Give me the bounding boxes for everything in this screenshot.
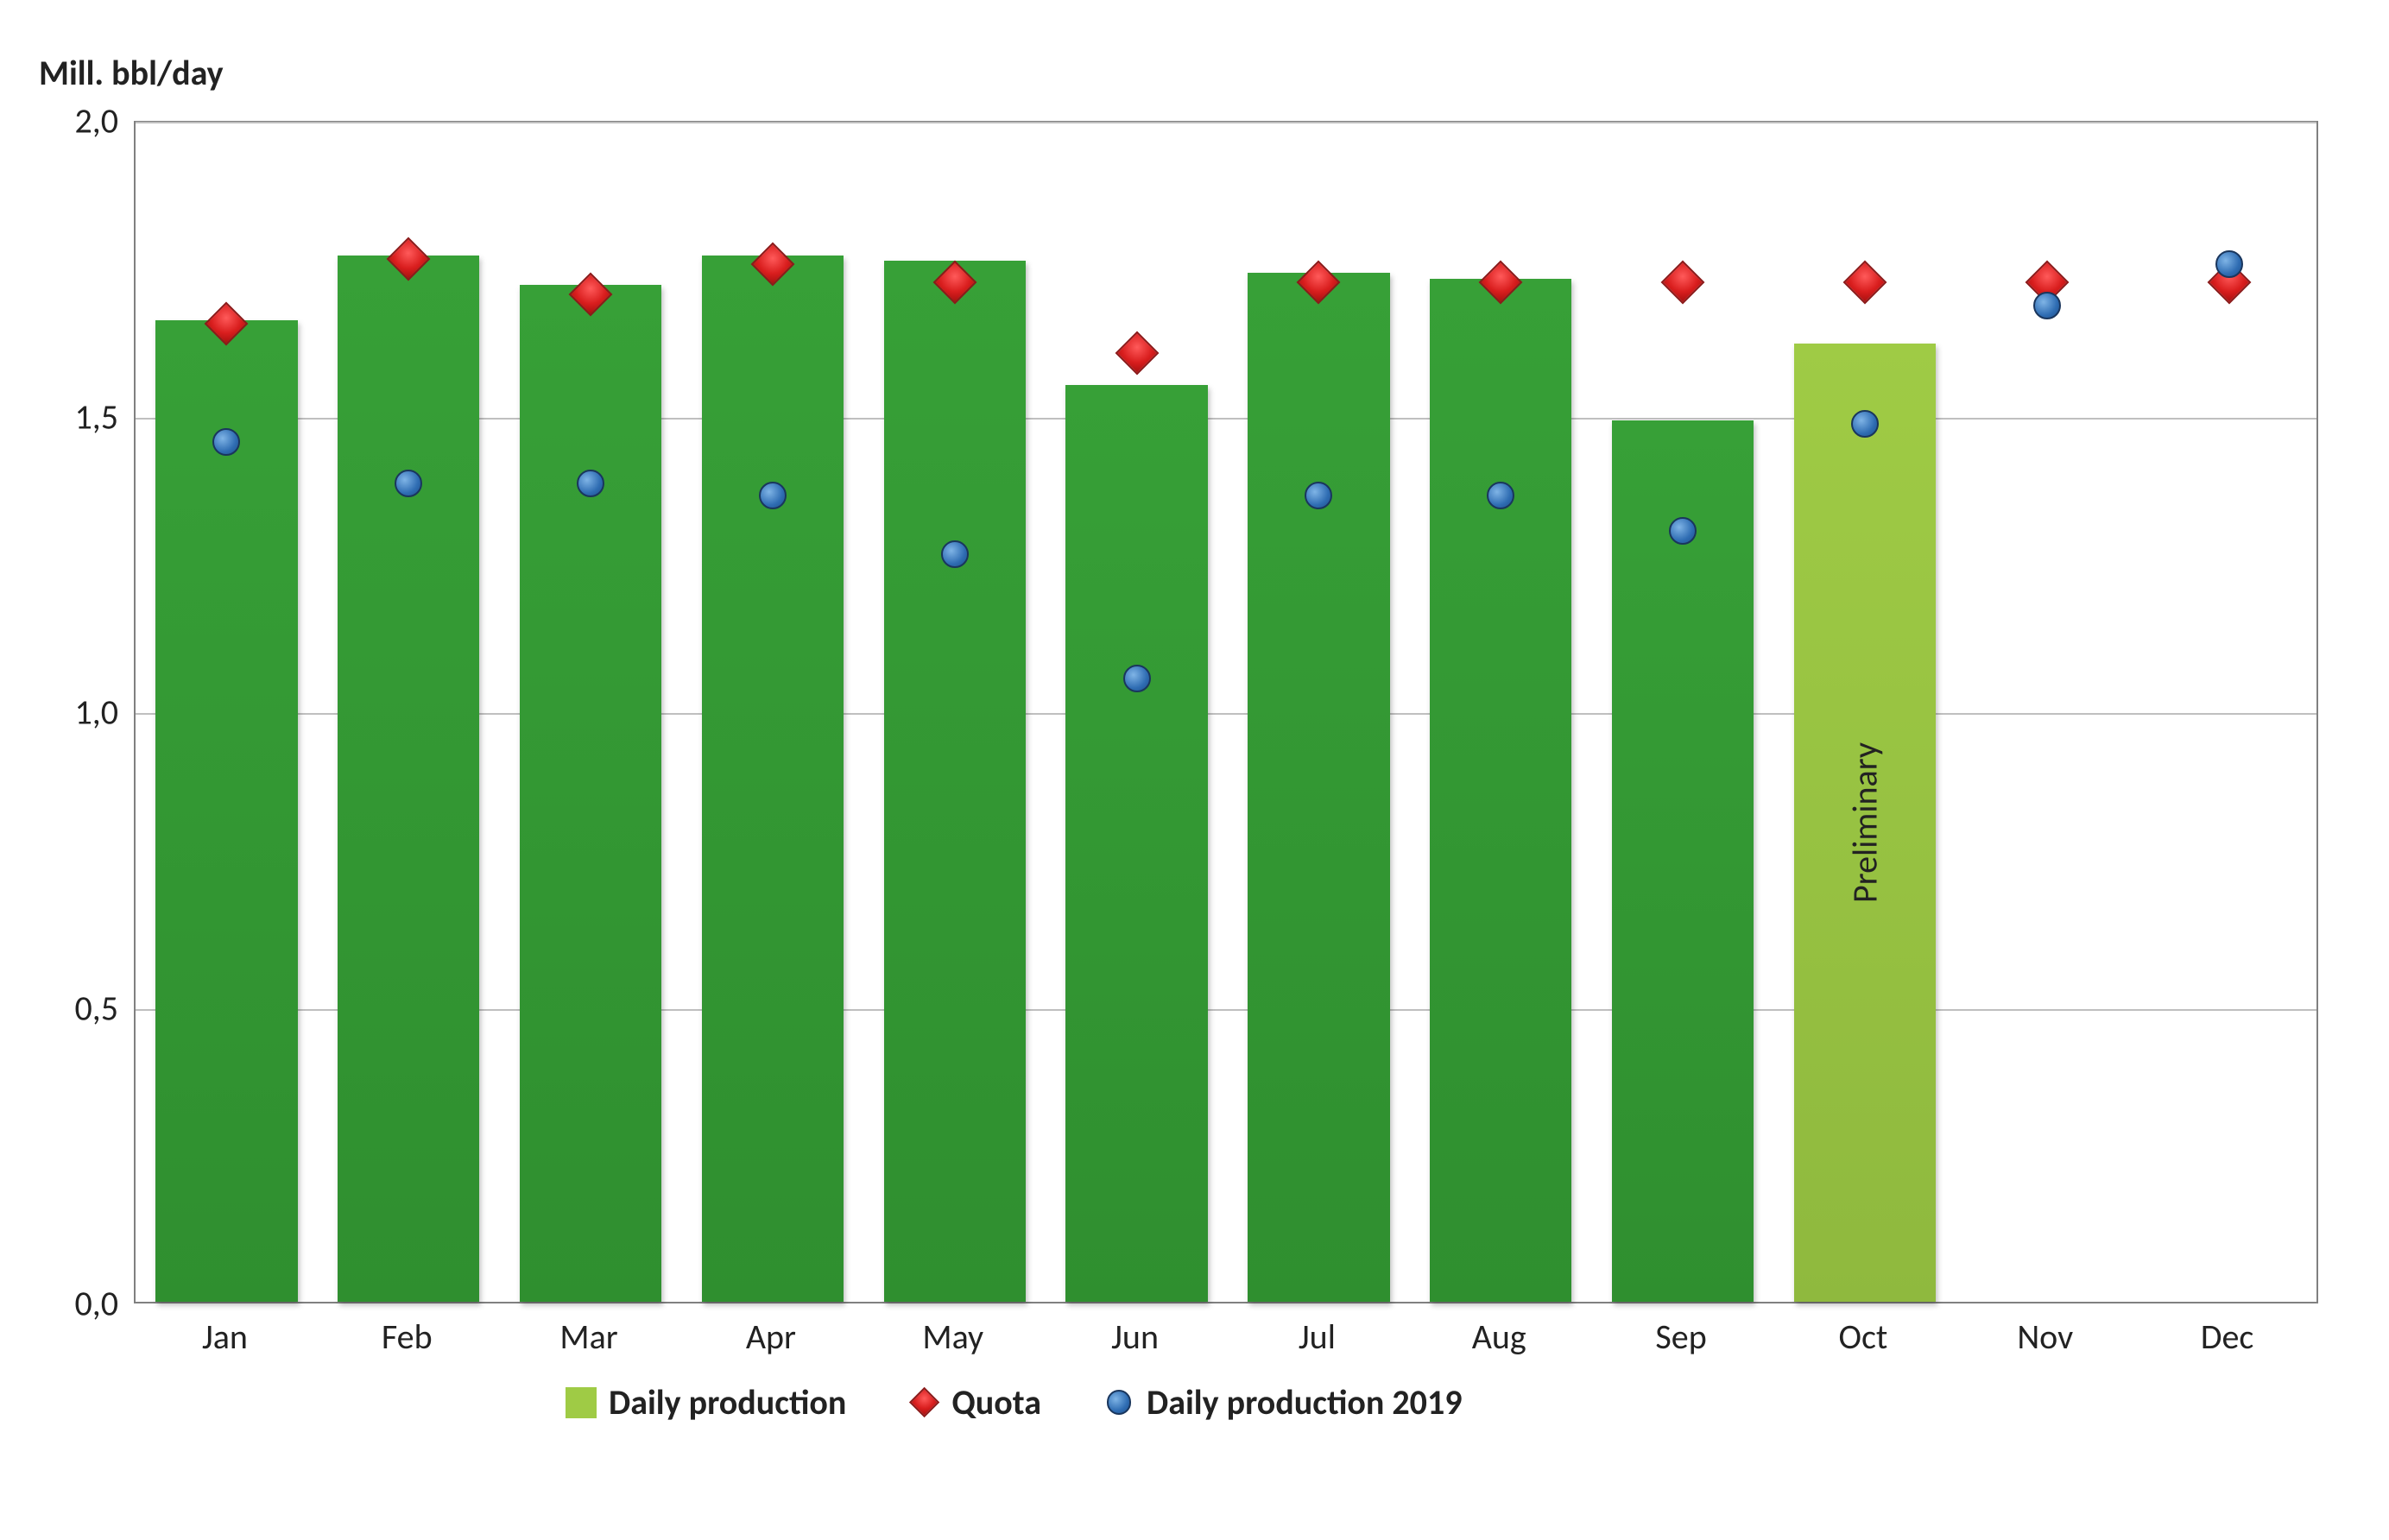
x-tick-label: Jul bbox=[1299, 1316, 1336, 1358]
legend-label: Daily production 2019 bbox=[1147, 1381, 1463, 1423]
quota-marker bbox=[1849, 267, 1880, 298]
daily-2019-marker bbox=[395, 470, 422, 497]
x-tick-label: Mar bbox=[559, 1316, 617, 1358]
daily-2019-marker bbox=[941, 540, 969, 568]
bar bbox=[338, 256, 479, 1302]
daily-2019-marker bbox=[759, 482, 787, 509]
bar bbox=[1065, 385, 1207, 1302]
x-tick-label: Aug bbox=[1472, 1316, 1526, 1358]
legend-item: Daily production bbox=[566, 1381, 846, 1423]
daily-2019-marker bbox=[1851, 410, 1879, 438]
plot-area: Preliminary bbox=[134, 121, 2318, 1303]
y-tick-label: 0,0 bbox=[23, 1283, 118, 1325]
quota-marker bbox=[393, 243, 424, 275]
bar bbox=[520, 285, 661, 1302]
bar bbox=[1248, 273, 1389, 1302]
x-tick-label: Nov bbox=[2017, 1316, 2073, 1358]
daily-2019-marker bbox=[2033, 292, 2061, 319]
legend-item: Daily production 2019 bbox=[1103, 1381, 1463, 1423]
x-tick-label: Oct bbox=[1839, 1316, 1888, 1358]
bar bbox=[155, 320, 297, 1302]
legend: Daily production Quota Daily production 20… bbox=[566, 1381, 1463, 1423]
bar bbox=[702, 256, 844, 1302]
preliminary-label: Preliminary bbox=[1843, 742, 1886, 903]
bar-preliminary: Preliminary bbox=[1794, 344, 1936, 1302]
legend-marker-diamond bbox=[908, 1387, 939, 1418]
x-tick-label: Jun bbox=[1111, 1316, 1159, 1358]
quota-marker bbox=[211, 308, 242, 339]
daily-2019-marker bbox=[2215, 250, 2243, 278]
y-tick-label: 1,5 bbox=[23, 395, 118, 438]
daily-2019-marker bbox=[1123, 665, 1151, 692]
x-tick-label: Sep bbox=[1655, 1316, 1706, 1358]
bar bbox=[1430, 279, 1571, 1302]
bar bbox=[1612, 420, 1754, 1302]
quota-marker bbox=[1485, 267, 1516, 298]
legend-item: Quota bbox=[908, 1381, 1041, 1423]
x-tick-label: May bbox=[922, 1316, 983, 1358]
quota-marker bbox=[1667, 267, 1698, 298]
x-tick-label: Dec bbox=[2201, 1316, 2253, 1358]
quota-marker bbox=[1122, 338, 1153, 369]
y-tick-label: 2,0 bbox=[23, 100, 118, 142]
quota-marker bbox=[575, 279, 606, 310]
daily-2019-marker bbox=[1305, 482, 1332, 509]
quota-marker bbox=[757, 249, 788, 280]
daily-2019-marker bbox=[1669, 517, 1697, 545]
x-tick-label: Feb bbox=[382, 1316, 433, 1358]
quota-marker bbox=[939, 267, 970, 298]
legend-label: Daily production bbox=[609, 1381, 846, 1423]
y-axis-title: Mill. bbl/day bbox=[39, 52, 224, 94]
quota-marker bbox=[1303, 267, 1334, 298]
daily-2019-marker bbox=[577, 470, 604, 497]
chart-root: Mill. bbl/day Preliminary Jan Feb Mar Apr Ma… bbox=[0, 0, 2389, 1540]
grid-line bbox=[136, 122, 2316, 123]
y-tick-label: 1,0 bbox=[23, 691, 118, 734]
daily-2019-marker bbox=[212, 428, 240, 456]
x-tick-label: Apr bbox=[746, 1316, 796, 1358]
legend-swatch bbox=[566, 1387, 597, 1418]
legend-marker-circle bbox=[1103, 1387, 1134, 1418]
legend-label: Quota bbox=[951, 1381, 1041, 1423]
y-tick-label: 0,5 bbox=[23, 987, 118, 1029]
daily-2019-marker bbox=[1487, 482, 1514, 509]
plot-inner: Preliminary bbox=[136, 123, 2316, 1302]
bar bbox=[884, 261, 1026, 1302]
x-tick-label: Jan bbox=[202, 1316, 248, 1358]
